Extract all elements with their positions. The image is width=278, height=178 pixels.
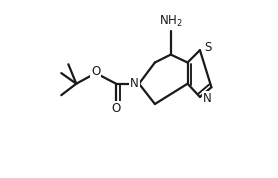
- Text: O: O: [111, 102, 121, 115]
- Text: NH$_2$: NH$_2$: [159, 14, 183, 29]
- Text: S: S: [204, 41, 212, 54]
- Text: N: N: [130, 77, 139, 90]
- Text: N: N: [203, 92, 211, 105]
- Text: O: O: [91, 65, 100, 78]
